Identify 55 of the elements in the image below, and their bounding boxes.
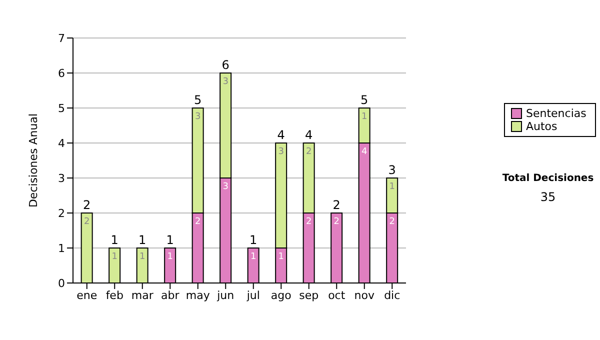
y-tick-label: 3 [58, 172, 65, 185]
text: Total Decisiones [501, 173, 595, 184]
legend-label: Autos [526, 120, 558, 133]
data-label: 3 [278, 147, 284, 157]
data-label: 1 [278, 252, 284, 262]
data-label: 3 [194, 112, 201, 122]
total-label: 1 [250, 233, 258, 247]
total-label: 5 [360, 93, 368, 107]
x-tick-label: abr [161, 288, 180, 302]
data-label: 1 [112, 252, 118, 262]
data-label: 3 [222, 77, 228, 87]
data-label: 2 [389, 217, 395, 227]
text: 35 [539, 190, 557, 204]
total-label: 2 [332, 198, 340, 212]
y-axis-title: Decisiones Anual [26, 113, 40, 208]
total-label: 1 [166, 233, 174, 247]
total-label: 4 [277, 128, 285, 142]
data-label: 3 [222, 182, 228, 192]
legend-label: Sentencias [526, 107, 586, 120]
data-label: 2 [194, 217, 201, 227]
x-tick-label: jul [246, 288, 260, 302]
x-tick-label: ago [270, 288, 292, 302]
x-tick-label: sep [299, 288, 319, 302]
data-label: 1 [361, 112, 368, 122]
data-label: 4 [361, 147, 368, 157]
total-label: 5 [194, 93, 202, 107]
x-tick-label: ene [76, 288, 98, 302]
total-label: 1 [138, 233, 146, 247]
x-tick-label: feb [106, 288, 124, 302]
y-tick-label: 4 [58, 136, 65, 150]
x-tick-label: mar [131, 288, 154, 302]
total-label: 1 [110, 233, 118, 247]
y-tick-label: 0 [58, 276, 65, 290]
data-label: 1 [389, 182, 395, 192]
total-label: 6 [222, 58, 230, 72]
total-label: 3 [388, 163, 396, 177]
x-tick-label: may [186, 288, 210, 302]
data-label: 1 [250, 252, 256, 262]
x-tick-label: nov [354, 288, 375, 302]
data-label: 2 [306, 147, 312, 157]
x-tick-label: jun [216, 288, 234, 302]
x-tick-label: dic [384, 288, 400, 302]
data-label: 2 [306, 217, 312, 227]
y-tick-label: 5 [58, 102, 65, 115]
y-tick-label: 2 [58, 206, 65, 220]
total-label: 2 [83, 198, 91, 212]
total-label: 4 [305, 128, 313, 142]
data-label: 1 [167, 252, 173, 262]
x-tick-label: oct [328, 288, 346, 302]
data-label: 2 [334, 217, 340, 227]
data-label: 1 [139, 252, 146, 262]
y-tick-label: 6 [58, 66, 65, 80]
y-tick-label: 7 [58, 32, 65, 45]
y-tick-label: 1 [58, 242, 65, 255]
data-label: 2 [84, 217, 90, 227]
